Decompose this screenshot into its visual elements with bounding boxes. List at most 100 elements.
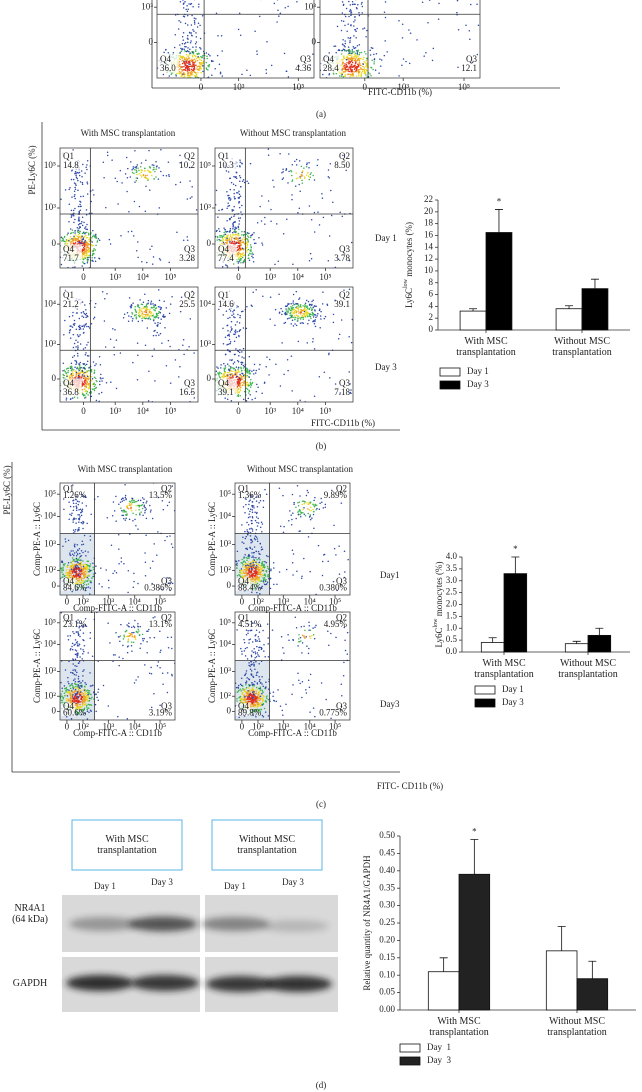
event-dot [153,167,155,169]
y-tick-label: 10³ [304,1,316,11]
event-dot [214,68,216,70]
event-dot [350,10,352,12]
event-dot [73,324,75,326]
event-dot [74,194,76,196]
event-dot [354,16,356,18]
event-dot [79,557,81,559]
event-dot [73,334,75,336]
event-dot [87,262,89,264]
quadrant-value: 7.18 [334,387,350,397]
event-dot [173,52,175,54]
event-dot [91,371,93,373]
event-dot [300,178,302,180]
event-dot [188,62,190,64]
event-dot [286,306,288,308]
event-dot [79,376,81,378]
event-dot [243,327,245,329]
event-dot [369,49,371,51]
event-dot [182,63,184,65]
event-dot [139,314,141,316]
event-dot [310,172,312,174]
event-dot [139,307,141,309]
event-dot [186,51,188,53]
event-dot [81,573,83,575]
event-dot [218,239,220,241]
event-dot [239,207,241,209]
event-dot [83,568,85,570]
event-dot [81,555,83,557]
event-dot [354,56,356,58]
event-dot [349,65,351,67]
event-dot [196,41,198,43]
event-dot [184,16,186,18]
event-dot [213,242,215,244]
event-dot [237,314,239,316]
event-dot [74,219,76,221]
event-dot [91,323,93,325]
event-dot [63,240,64,242]
event-dot [99,239,101,241]
event-dot [137,257,139,259]
event-dot [348,74,350,76]
event-dot [86,237,88,239]
event-dot [335,45,337,47]
event-dot [180,67,182,69]
event-dot [226,238,228,240]
event-dot [146,500,148,502]
event-dot [81,522,83,524]
event-dot [179,55,181,57]
event-dot [78,509,80,511]
event-dot [113,501,115,503]
event-dot [121,561,123,563]
event-dot [67,234,69,236]
event-dot [145,502,147,504]
x-tick-label: 0 [65,597,70,607]
event-dot [281,172,283,174]
event-dot [356,75,358,77]
event-dot [238,385,240,387]
event-dot [74,355,76,357]
event-dot [285,322,287,324]
event-dot [63,374,65,376]
event-dot [229,359,231,361]
event-dot [239,220,241,222]
event-dot [86,380,88,382]
event-dot [189,32,191,34]
event-dot [278,260,280,262]
event-dot [86,209,88,211]
event-dot [285,169,287,171]
event-dot [199,62,201,64]
event-dot [87,261,89,263]
event-dot [73,222,75,224]
event-dot [126,506,128,508]
y-tick-label: 0 [149,37,154,47]
event-dot [178,376,180,378]
event-dot [270,209,272,211]
event-dot [246,234,248,236]
event-dot [244,378,246,380]
event-dot [90,535,92,537]
event-dot [80,367,82,369]
event-dot [366,64,368,66]
event-dot [229,351,231,353]
event-dot [140,175,142,177]
event-dot [85,324,87,326]
event-dot [233,215,235,217]
event-dot [358,59,360,61]
event-dot [259,364,261,366]
event-dot [346,8,348,10]
event-dot [303,167,305,169]
event-dot [149,171,151,173]
event-dot [86,181,88,183]
event-dot [239,159,241,161]
event-dot [348,1,350,3]
event-dot [150,511,152,513]
event-dot [169,75,171,77]
y-tick-label: 10³ [44,539,56,549]
event-dot [87,244,89,246]
event-dot [317,159,319,161]
event-dot [77,501,79,503]
event-dot [128,508,130,510]
event-dot [232,236,234,238]
event-dot [116,339,118,341]
